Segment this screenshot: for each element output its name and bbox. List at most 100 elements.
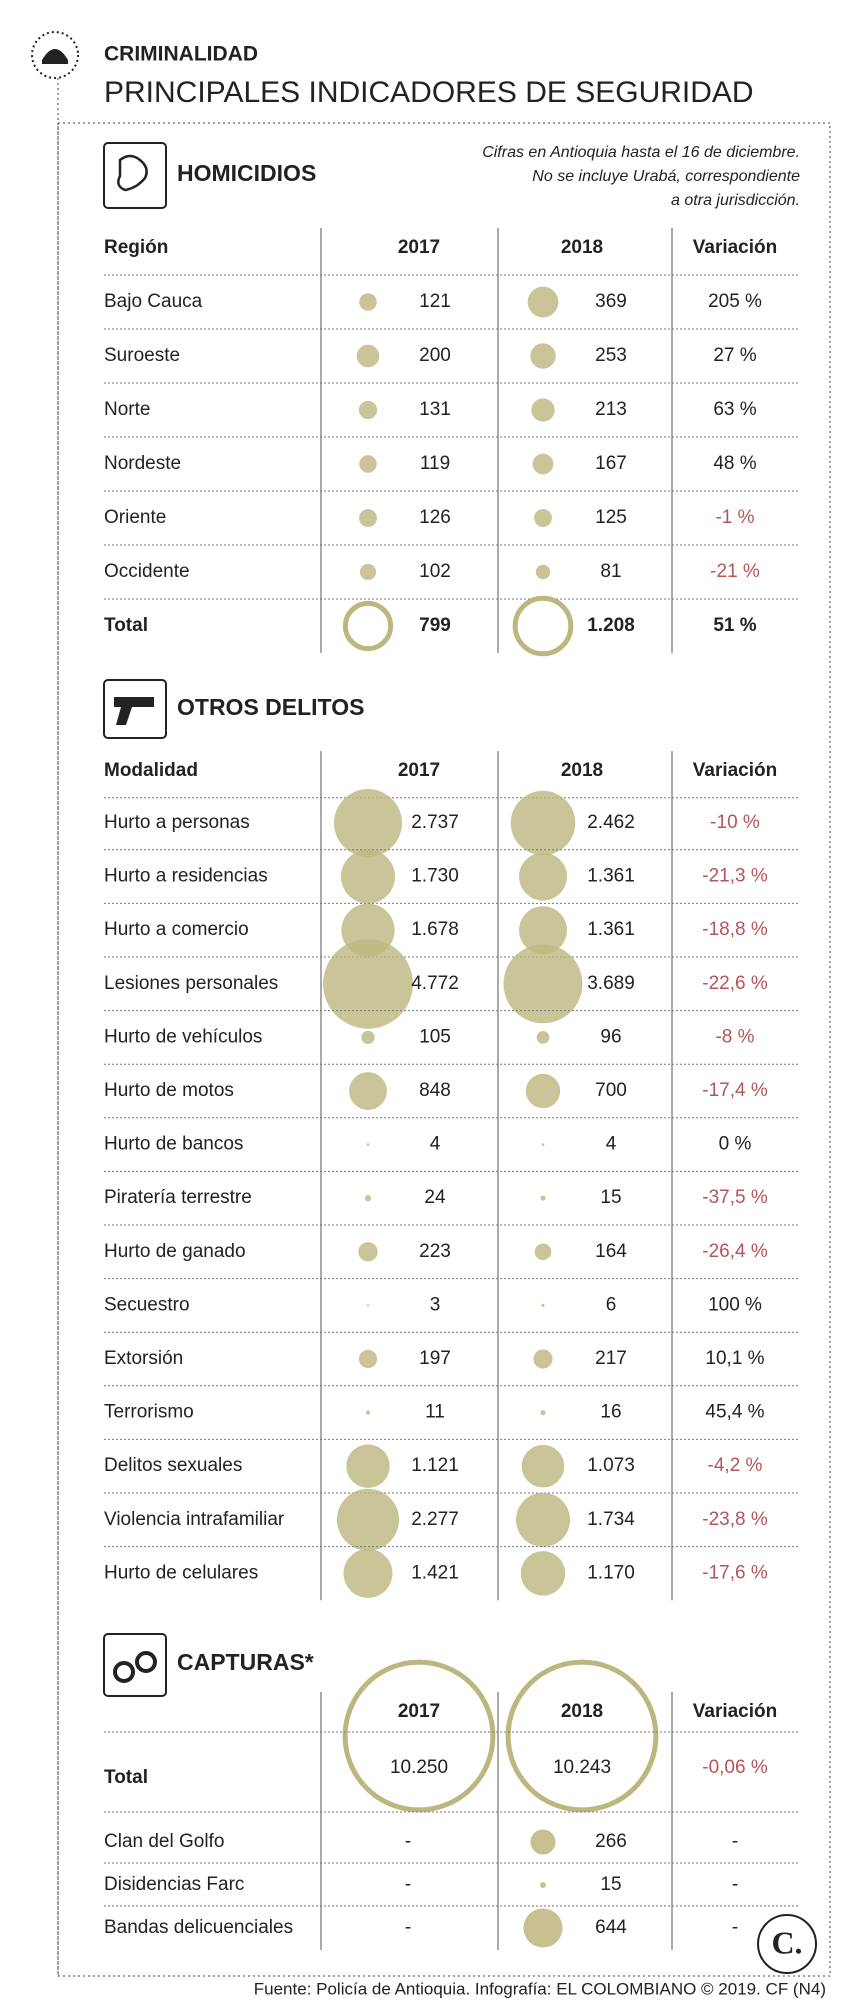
column-header: 2017 [398,760,440,781]
row-label: Bandas delicuenciales [104,1917,293,1938]
cell: 213 [595,399,627,420]
cell: 121 [419,291,451,312]
row-label: Hurto de ganado [104,1241,246,1262]
header-icon [42,49,68,60]
row-label: Total [104,615,148,636]
cell: 1.073 [587,1455,635,1476]
column-header: Modalidad [104,760,198,781]
variation: -23,8 % [702,1509,768,1530]
row-label: Hurto de motos [104,1080,234,1101]
bubble [520,1551,566,1596]
bubble [536,1031,550,1044]
bubble [503,944,583,1024]
row-label: Clan del Golfo [104,1831,224,1852]
cell: 102 [419,561,451,582]
icon-glyph [114,697,154,725]
bubble [349,1072,387,1110]
cell: 81 [600,561,621,582]
row-label: Hurto a residencias [104,866,268,887]
cell: 1.421 [411,1562,459,1583]
logo-text: C. [771,1924,802,1960]
section-title: OTROS DELITOS [177,694,364,720]
cell: 4.772 [411,973,459,994]
section-icon [103,142,167,209]
variation: - [732,1831,738,1852]
bubble [358,1349,378,1369]
bubble [333,788,403,858]
column-header: 2018 [561,237,603,258]
column-header: Región [104,237,168,258]
row-label: Suroeste [104,345,180,366]
cell: 167 [595,453,627,474]
bubble [540,1195,546,1201]
bubble [510,790,576,856]
column-header: Variación [693,237,778,258]
bubble [531,398,555,422]
section-title: CAPTURAS* [177,1649,314,1675]
bubble [359,563,377,581]
cell: 11 [425,1402,445,1423]
bubble [340,849,396,904]
row-label: Hurto de vehículos [104,1026,262,1047]
row-label: Bajo Cauca [104,291,203,312]
cell: 3 [430,1294,441,1315]
page-title: PRINCIPALES INDICADORES DE SEGURIDAD [104,76,754,109]
cell: 15 [600,1874,621,1895]
bubble [323,938,413,1029]
cell: 4 [430,1134,441,1155]
cell: 105 [419,1026,451,1047]
variation: 205 % [708,291,762,312]
variation: -18,8 % [702,919,768,940]
variation: 10,1 % [705,1348,764,1369]
bubble [343,1548,393,1598]
row-label: Total [104,1767,148,1788]
icon-glyph [113,1661,135,1683]
bubble [525,1073,561,1109]
cell: 848 [419,1080,451,1101]
cell: 131 [419,399,451,420]
cell: 2.737 [411,812,459,833]
cell: 197 [419,1348,451,1369]
row-label: Piratería terrestre [104,1187,252,1208]
bubble [359,293,377,311]
bubble [519,852,567,901]
variation: 0 % [719,1134,752,1155]
note: a otra jurisdicción. [671,192,800,209]
cell: 1.361 [587,919,635,940]
cell: 223 [419,1241,451,1262]
section-label: CRIMINALIDAD [104,43,258,66]
bubble [342,1659,496,1813]
bubble [527,286,559,318]
bubble [534,1243,552,1261]
row-label: Secuestro [104,1294,190,1315]
cell: 217 [595,1348,627,1369]
cell: 2.277 [411,1509,459,1530]
row-label: Hurto a personas [104,812,250,833]
row-label: Violencia intrafamiliar [104,1509,285,1530]
bubble [359,455,377,473]
cell: 125 [595,507,627,528]
row-label: Oriente [104,507,166,528]
footer: Fuente: Policía de Antioquia. Infografía… [254,1979,826,1998]
variation: -1 % [715,507,754,528]
cell: 2.462 [587,812,635,833]
variation: -4,2 % [708,1455,763,1476]
row-label: Disidencias Farc [104,1874,244,1895]
bubble [361,1030,375,1045]
header-icon-brim [42,60,68,64]
column-header: 2017 [398,237,440,258]
variation: - [732,1917,738,1938]
variation: -0,06 % [702,1757,768,1778]
cell: 799 [419,615,451,636]
bubble [365,1410,371,1415]
variation: -8 % [715,1026,754,1047]
cell: 200 [419,345,451,366]
bubble [532,453,554,475]
cell: 700 [595,1080,627,1101]
variation: 100 % [708,1294,762,1315]
bubble [505,1659,659,1813]
bubble [533,1349,553,1369]
border [57,122,831,1977]
cell: 164 [595,1241,627,1262]
bubble [358,400,378,420]
